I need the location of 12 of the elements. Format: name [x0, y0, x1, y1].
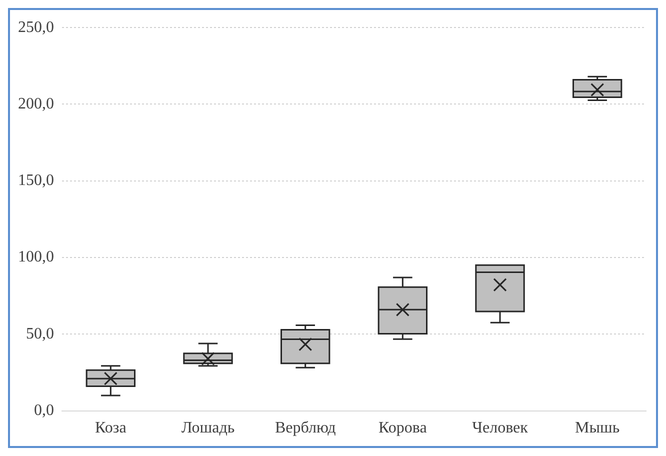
y-tick-label: 250,0	[18, 18, 54, 36]
x-tick-label: Верблюд	[274, 420, 336, 437]
y-tick-label: 100,0	[18, 248, 54, 266]
x-tick-label: Лошадь	[181, 420, 235, 437]
y-tick-label: 0,0	[34, 402, 54, 420]
y-tick-label: 150,0	[18, 172, 54, 190]
x-tick-label: Коза	[95, 420, 126, 437]
x-tick-label: Человек	[472, 420, 528, 437]
x-tick-label: Корова	[378, 420, 427, 437]
x-tick-label: Мышь	[575, 420, 620, 437]
y-tick-label: 50,0	[26, 325, 54, 342]
y-tick-label: 200,0	[18, 95, 54, 112]
